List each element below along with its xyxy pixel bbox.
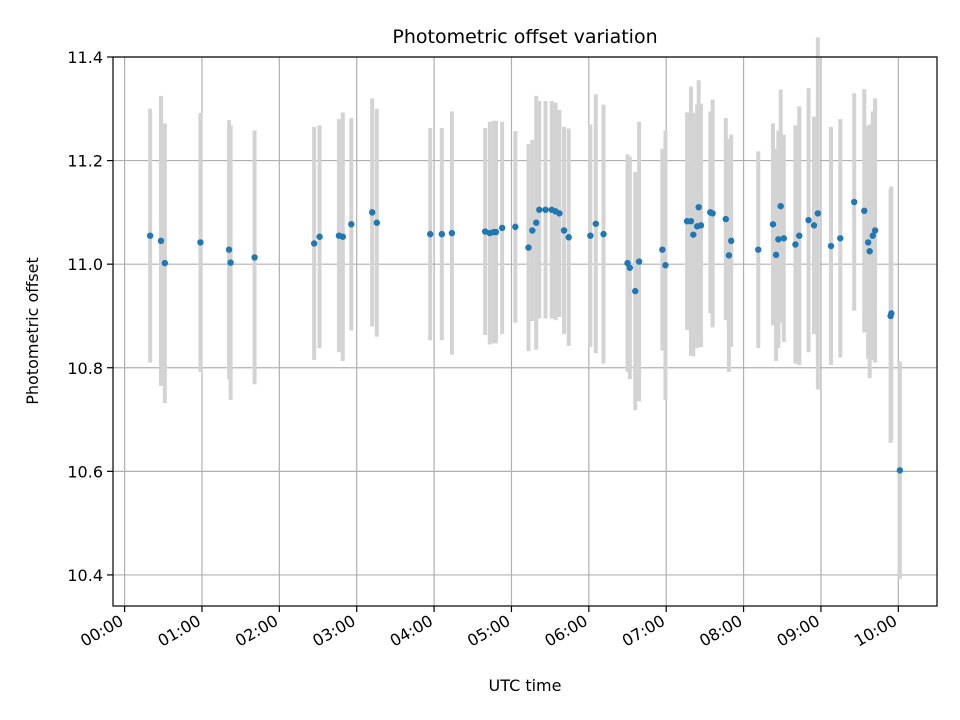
- data-point: [780, 235, 788, 242]
- data-point: [373, 219, 381, 226]
- data-point: [725, 252, 733, 259]
- y-tick-label: 11.2: [67, 152, 103, 171]
- data-point: [348, 221, 355, 228]
- data-point: [427, 230, 434, 238]
- data-point: [529, 227, 536, 234]
- data-point: [161, 259, 169, 267]
- data-point: [888, 310, 895, 317]
- data-point: [498, 224, 506, 232]
- data-point: [626, 264, 634, 271]
- data-point: [251, 254, 258, 261]
- data-point: [512, 223, 519, 231]
- data-point: [587, 232, 594, 239]
- data-point: [492, 228, 500, 236]
- data-point: [565, 234, 572, 241]
- data-point: [690, 231, 697, 238]
- data-point: [542, 206, 549, 213]
- data-point: [827, 242, 835, 250]
- data-point: [869, 232, 876, 239]
- data-point: [525, 244, 532, 251]
- data-point: [592, 220, 599, 227]
- data-point: [600, 230, 607, 238]
- data-point: [659, 246, 666, 253]
- y-axis-label: Photometric offset: [23, 257, 42, 405]
- data-point: [709, 210, 716, 217]
- data-point: [632, 287, 639, 295]
- x-axis-label: UTC time: [489, 676, 562, 695]
- y-tick-label: 10.6: [67, 462, 103, 481]
- data-point: [755, 246, 762, 253]
- data-point: [310, 240, 318, 247]
- data-point: [533, 219, 540, 226]
- data-point: [769, 221, 777, 228]
- data-point: [438, 230, 446, 238]
- data-point: [796, 232, 803, 239]
- data-point: [861, 207, 868, 215]
- data-point: [635, 258, 643, 265]
- data-point: [814, 210, 822, 217]
- y-axis-ticks: 10.4 10.6 10.8 11.0 11.2 11.4: [67, 48, 113, 585]
- data-point: [695, 203, 702, 211]
- data-point: [536, 206, 543, 213]
- chart-title: Photometric offset variation: [392, 26, 657, 48]
- data-point: [157, 237, 165, 245]
- data-point: [197, 239, 204, 246]
- data-point: [556, 210, 563, 217]
- data-point: [866, 248, 873, 255]
- data-point: [146, 232, 154, 239]
- data-point: [871, 227, 879, 234]
- data-point: [697, 222, 705, 229]
- data-point: [662, 262, 669, 269]
- data-point: [560, 227, 568, 234]
- data-point: [316, 233, 323, 240]
- plot-frame: [112, 56, 938, 607]
- data-point: [687, 217, 695, 225]
- data-point: [775, 236, 782, 243]
- data-point: [448, 229, 456, 237]
- data-point: [777, 202, 784, 210]
- data-points: [146, 198, 904, 474]
- data-point: [727, 237, 735, 245]
- data-point: [368, 209, 376, 216]
- data-point: [851, 198, 858, 206]
- y-tick-label: 10.8: [67, 359, 103, 378]
- y-tick-label: 11.0: [67, 255, 103, 274]
- data-point: [227, 259, 234, 266]
- data-point: [339, 233, 346, 240]
- data-point: [864, 239, 872, 246]
- data-point: [810, 222, 818, 229]
- data-point: [837, 235, 844, 242]
- data-point: [792, 241, 799, 248]
- data-point: [772, 251, 780, 259]
- y-tick-label: 10.4: [67, 566, 103, 585]
- data-point: [225, 246, 233, 253]
- data-point: [722, 215, 729, 223]
- data-point: [805, 216, 812, 224]
- data-point: [896, 467, 904, 474]
- y-tick-label: 11.4: [67, 48, 103, 67]
